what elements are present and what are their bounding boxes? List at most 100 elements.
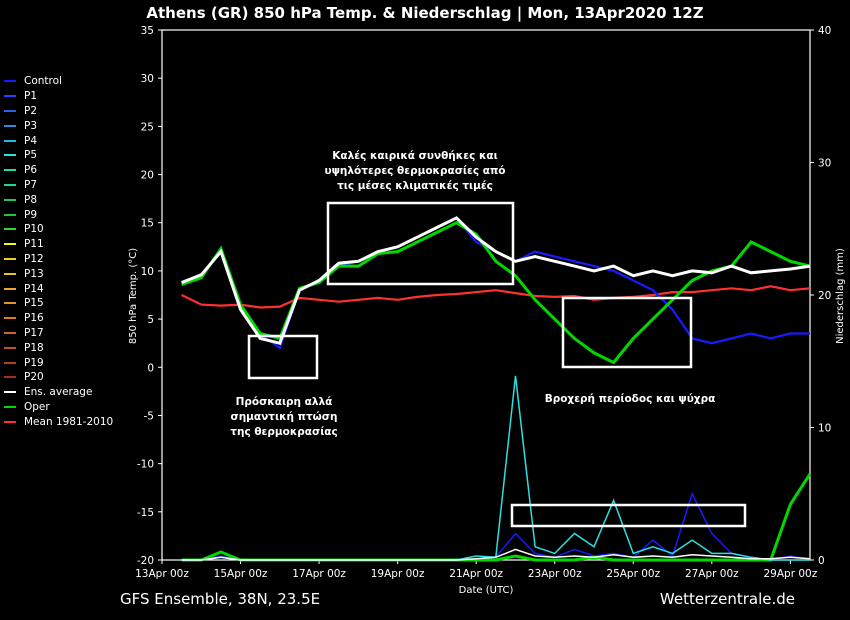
y-tick-label: 25 [141,121,154,133]
legend-swatch [4,405,16,408]
legend-label: P19 [24,356,44,369]
legend-item: Mean 1981-2010 [4,414,132,429]
legend-swatch [4,331,16,334]
footer-site: Wetterzentrale.de [659,590,795,608]
legend-item: P18 [4,340,132,355]
legend-item: Oper [4,400,132,415]
x-tick-label: 27Apr 00z [685,568,739,580]
chart-title: Athens (GR) 850 hPa Temp. & Niederschlag… [146,4,704,22]
y-tick-label: 15 [141,218,154,230]
series-line-ens-average [181,216,811,345]
legend-swatch [4,317,16,320]
legend-swatch [4,376,16,379]
y-tick-label: -15 [137,507,154,519]
legend-item: Control [4,74,132,89]
legend-item: P7 [4,178,132,193]
legend-swatch [4,169,16,172]
legend-label: Control [24,75,62,88]
y2-axis-ticks: 40 30 20 10 0 [810,25,831,567]
legend-swatch [4,391,16,394]
x-tick-label: 29Apr 00z [763,568,817,580]
legend-label: Oper [24,400,50,413]
legend-item: P16 [4,311,132,326]
y2-tick-label: 40 [818,25,831,37]
y2-tick-label: 10 [818,423,831,435]
legend-item: P9 [4,207,132,222]
legend-label: P3 [24,119,38,132]
legend: Control P1 P2 P3 P4 P5 P6 P7 P8 P9 P10 P11 P12 P13 P14… [4,74,132,429]
x-tick-label: 25Apr 00z [606,568,660,580]
legend-item: P3 [4,118,132,133]
legend-label: P6 [24,164,38,177]
annotation-cold: Βροχερή περίοδος και ψύχρα [544,393,716,405]
legend-label: P2 [24,104,38,117]
precip-line-ens-average [181,548,811,561]
legend-label: P9 [24,208,38,221]
y2-tick-label: 30 [818,158,831,170]
legend-label: P10 [24,223,44,236]
legend-item: P20 [4,370,132,385]
legend-swatch [4,139,16,142]
legend-swatch [4,80,16,83]
legend-item: P1 [4,89,132,104]
legend-swatch [4,95,16,98]
legend-item: P14 [4,281,132,296]
plot-frame [161,29,811,561]
legend-item: P13 [4,266,132,281]
legend-item: Ens. average [4,385,132,400]
legend-label: P17 [24,326,44,339]
legend-label: P5 [24,149,38,162]
legend-item: P5 [4,148,132,163]
y2-axis-label: Niederschlag (mm) [835,248,846,344]
legend-swatch [4,420,16,423]
series-lines [181,216,811,365]
y-tick-label: -5 [144,410,154,422]
legend-label: P8 [24,193,38,206]
legend-swatch [4,346,16,349]
legend-swatch [4,228,16,231]
y-tick-label: -20 [137,555,154,567]
x-tick-label: 21Apr 00z [449,568,503,580]
legend-swatch [4,287,16,290]
precip-line-oper [181,473,812,562]
x-axis-label: Date (UTC) [459,585,514,596]
legend-label: P12 [24,252,44,265]
precip-lines [181,375,812,562]
annotation-box-drop [247,334,319,380]
annotation-warm: Καλές καιρικά συνθήκες και υψηλότερες θε… [324,150,506,192]
legend-item: P11 [4,237,132,252]
legend-swatch [4,198,16,201]
legend-label: Ens. average [24,386,93,399]
legend-label: P11 [24,238,44,251]
legend-label: Mean 1981-2010 [24,415,114,428]
y-tick-label: -10 [137,459,154,471]
y-tick-label: 35 [141,25,154,37]
legend-swatch [4,302,16,305]
legend-item: P17 [4,326,132,341]
legend-swatch [4,183,16,186]
legend-label: P7 [24,178,38,191]
y-axis-label: 850 hPa Temp. (°C) [128,248,139,344]
legend-swatch [4,272,16,275]
y-tick-label: 30 [141,73,154,85]
y2-tick-label: 0 [818,555,825,567]
annotation-box-warm [326,201,515,286]
y-tick-label: 10 [141,266,154,278]
legend-item: P15 [4,296,132,311]
annotation-boxes [247,201,747,528]
annotation-box-cold [561,296,693,369]
annotation-box-precip [510,503,747,528]
y-tick-label: 20 [141,170,154,182]
y2-tick-label: 20 [818,290,831,302]
legend-item: P4 [4,133,132,148]
legend-item: P12 [4,252,132,267]
legend-swatch [4,243,16,246]
legend-swatch [4,154,16,157]
legend-label: P14 [24,282,44,295]
legend-label: P13 [24,267,44,280]
legend-label: P4 [24,134,38,147]
y-tick-label: 5 [147,314,154,326]
y-axis-ticks: 35 30 25 20 15 10 5 0 -5 -10 -15 -20 [137,25,162,567]
x-tick-label: 23Apr 00z [528,568,582,580]
